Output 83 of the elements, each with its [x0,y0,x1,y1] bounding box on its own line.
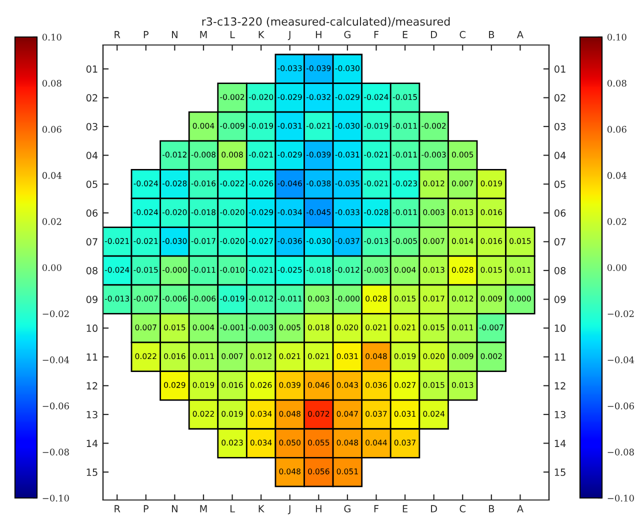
category-label: P [144,505,148,512]
y2-tick-label: 13 [554,410,566,418]
color-bar-label: 0.00 [42,264,62,272]
category-label: B [489,505,494,512]
y-tick-label: 13 [86,410,98,418]
x-tick-label: C [460,30,466,38]
y-tick-label: 08 [86,266,98,274]
color-bar-label: −0.04 [42,356,70,364]
text: −0.02 [608,310,634,318]
text: 0.10 [607,34,626,41]
x-tick-label: H [316,31,322,38]
category-label: H [316,505,322,512]
y2-tick-label: 05 [554,180,566,188]
x-tick-label: E [402,31,408,38]
color-bar-label: 0.02 [42,218,62,225]
x-tick-label: P [144,31,148,38]
text: −0.08 [608,448,634,456]
x-tick-label: N [172,31,178,38]
category-label: A [516,505,524,512]
color-bar-label: 0.04 [42,172,62,179]
category-label: G [344,505,350,512]
category-label: F [374,505,378,512]
text: 0.00 [607,264,626,272]
category-label: L [230,505,235,512]
y-tick-label: 09 [86,296,98,304]
text: 0.02 [607,218,626,225]
y2-tick-label: 09 [554,296,566,304]
y2-tick-label: 11 [554,353,566,361]
x-tick-label: L [230,31,235,38]
color-bar-label: −0.10 [42,494,69,502]
category-label: K [258,505,264,512]
x-tick-label: M [200,31,207,38]
text: −0.04 [608,356,634,364]
color-bar-label: 0.08 [42,80,62,87]
chart-title: r3-c13-220 (measured-calculated)/measured [202,17,450,28]
y2-tick-label: 01 [554,65,566,73]
y2-tick-label: 04 [554,152,566,160]
y2-tick-label: 12 [554,382,566,390]
category-label: D [431,505,437,512]
color-bar-label: −0.02 [42,310,69,318]
y-tick-label: 03 [86,122,98,130]
category-label: C [460,505,466,512]
category-label: E [402,505,408,512]
x-tick-label: K [258,31,264,38]
category-label: J [288,505,290,514]
y-tick-label: 05 [86,180,98,188]
y-tick-label: 04 [86,152,98,160]
y-tick-label: 11 [86,353,98,361]
y-tick-label: 07 [86,238,98,246]
x-tick-label: D [431,31,437,38]
y2-tick-label: 14 [554,440,566,447]
text: 0.08 [607,80,626,87]
y-tick-label: 14 [86,440,98,447]
x-tick-label: G [344,30,350,38]
color-bar-label: −0.06 [42,402,69,410]
y-tick-label: 02 [86,94,98,102]
y-tick-label: 10 [86,324,98,332]
text: 0.04 [607,172,627,179]
y2-tick-label: 08 [554,266,566,274]
x-tick-label: F [374,31,378,38]
x-tick-label: J [288,31,290,40]
category-label: R [114,505,120,512]
text: −0.06 [608,402,634,410]
x-tick-label: R [114,31,120,38]
color-bar-label: −0.08 [42,448,69,456]
color-bar-label: 0.06 [42,126,62,133]
y2-tick-label: 02 [554,94,566,102]
text: −0.10 [608,494,634,502]
y2-tick-label: 03 [554,122,566,130]
y-tick-label: 15 [86,468,98,476]
category-label: N [172,505,178,512]
y-tick-label: 06 [86,209,98,217]
y-tick-label: 12 [86,382,98,390]
color-bar-label: 0.10 [42,34,62,41]
x-tick-label: A [516,31,524,38]
y2-tick-label: 15 [554,468,566,476]
x-tick-label: B [489,31,494,38]
y-tick-label: 01 [86,65,98,73]
y2-tick-label: 10 [554,324,566,332]
text: 0.06 [607,126,626,133]
category-label: M [200,505,207,512]
y2-tick-label: 06 [554,209,566,217]
y2-tick-label: 07 [554,238,566,246]
